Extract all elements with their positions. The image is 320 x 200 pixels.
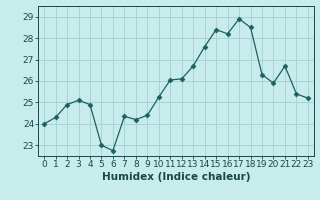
X-axis label: Humidex (Indice chaleur): Humidex (Indice chaleur): [102, 172, 250, 182]
